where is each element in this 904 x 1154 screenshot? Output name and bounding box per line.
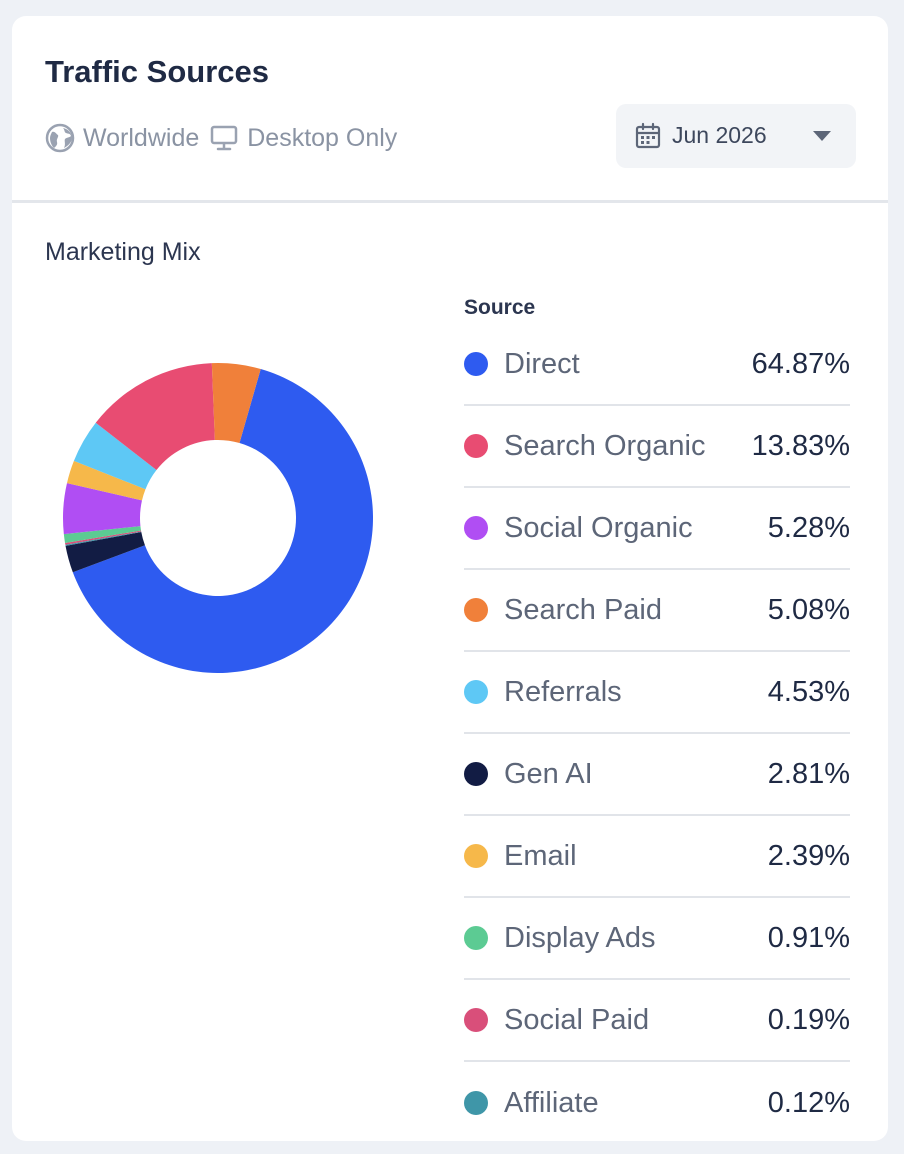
legend-label: Social Paid bbox=[504, 1003, 650, 1036]
legend-item-display-ads[interactable]: Display Ads 0.91% bbox=[464, 898, 850, 980]
legend-value: 5.28% bbox=[767, 511, 850, 544]
region-label: Worldwide bbox=[83, 123, 200, 152]
donut-slice-email[interactable] bbox=[66, 460, 146, 501]
header-divider bbox=[12, 200, 888, 203]
legend-value: 13.83% bbox=[751, 429, 850, 462]
donut-slice-referrals[interactable] bbox=[73, 422, 157, 490]
chevron-down-icon bbox=[812, 129, 832, 143]
legend-label: Direct bbox=[504, 347, 580, 380]
legend-value: 2.39% bbox=[767, 839, 850, 872]
legend-item-social-paid[interactable]: Social Paid 0.19% bbox=[464, 980, 850, 1062]
legend-item-affiliate[interactable]: Affiliate 0.12% bbox=[464, 1062, 850, 1144]
legend-value: 2.81% bbox=[767, 757, 850, 790]
legend-item-search-paid[interactable]: Search Paid 5.08% bbox=[464, 570, 850, 652]
legend-item-email[interactable]: Email 2.39% bbox=[464, 816, 850, 898]
donut-slice-display-ads[interactable] bbox=[63, 526, 142, 543]
legend-label: Affiliate bbox=[504, 1086, 599, 1119]
legend-label: Referrals bbox=[504, 675, 622, 708]
legend-swatch bbox=[464, 1091, 488, 1115]
donut-slice-social-paid[interactable] bbox=[65, 530, 142, 545]
filter-meta: Worldwide Desktop Only bbox=[45, 120, 397, 156]
traffic-sources-card: Traffic Sources Worldwide Desktop Only bbox=[12, 16, 888, 1141]
legend-swatch bbox=[464, 762, 488, 786]
legend-header: Source bbox=[464, 296, 536, 319]
chart-title: Marketing Mix bbox=[45, 238, 201, 266]
donut-slice-affiliate[interactable] bbox=[65, 531, 142, 546]
marketing-mix-donut-chart bbox=[63, 363, 373, 673]
card-title: Traffic Sources bbox=[45, 54, 269, 89]
donut-slice-direct[interactable] bbox=[72, 369, 373, 673]
legend-value: 0.91% bbox=[767, 921, 850, 954]
legend-label: Search Organic bbox=[504, 429, 706, 462]
legend-item-search-organic[interactable]: Search Organic 13.83% bbox=[464, 406, 850, 488]
desktop-icon bbox=[209, 123, 239, 153]
donut-slice-search-paid[interactable] bbox=[211, 363, 261, 444]
legend-label: Social Organic bbox=[504, 511, 693, 544]
legend-swatch bbox=[464, 926, 488, 950]
legend-item-gen-ai[interactable]: Gen AI 2.81% bbox=[464, 734, 850, 816]
device-label: Desktop Only bbox=[247, 123, 398, 152]
legend-label: Email bbox=[504, 839, 577, 872]
legend-value: 4.53% bbox=[767, 675, 850, 708]
date-selector[interactable]: Jun 2026 bbox=[616, 104, 856, 168]
legend-swatch bbox=[464, 1008, 488, 1032]
calendar-icon bbox=[634, 122, 662, 150]
legend-item-social-organic[interactable]: Social Organic 5.28% bbox=[464, 488, 850, 570]
donut-slice-gen-ai[interactable] bbox=[65, 532, 145, 573]
donut-slice-search-organic[interactable] bbox=[95, 363, 215, 471]
legend-item-direct[interactable]: Direct 64.87% bbox=[464, 324, 850, 406]
region-filter: Worldwide bbox=[45, 123, 199, 153]
donut-slice-social-organic[interactable] bbox=[63, 483, 143, 535]
legend-value: 5.08% bbox=[767, 593, 850, 626]
legend-swatch bbox=[464, 844, 488, 868]
legend-value: 64.87% bbox=[751, 347, 850, 380]
legend-value: 0.19% bbox=[767, 1003, 850, 1036]
legend-swatch bbox=[464, 680, 488, 704]
legend-swatch bbox=[464, 598, 488, 622]
legend-label: Search Paid bbox=[504, 593, 662, 626]
legend-label: Gen AI bbox=[504, 757, 593, 790]
legend-swatch bbox=[464, 352, 488, 376]
globe-icon bbox=[45, 123, 75, 153]
date-selector-label: Jun 2026 bbox=[672, 122, 767, 148]
legend-swatch bbox=[464, 516, 488, 540]
legend-swatch bbox=[464, 434, 488, 458]
legend-label: Display Ads bbox=[504, 921, 656, 954]
legend-item-referrals[interactable]: Referrals 4.53% bbox=[464, 652, 850, 734]
legend-rows: Direct 64.87% Search Organic 13.83% Social O… bbox=[464, 324, 850, 1144]
legend-value: 0.12% bbox=[767, 1086, 850, 1119]
chart-legend: Source Direct 64.87% Search Organic 13.83% S… bbox=[464, 274, 850, 1144]
device-filter: Desktop Only bbox=[209, 123, 397, 153]
